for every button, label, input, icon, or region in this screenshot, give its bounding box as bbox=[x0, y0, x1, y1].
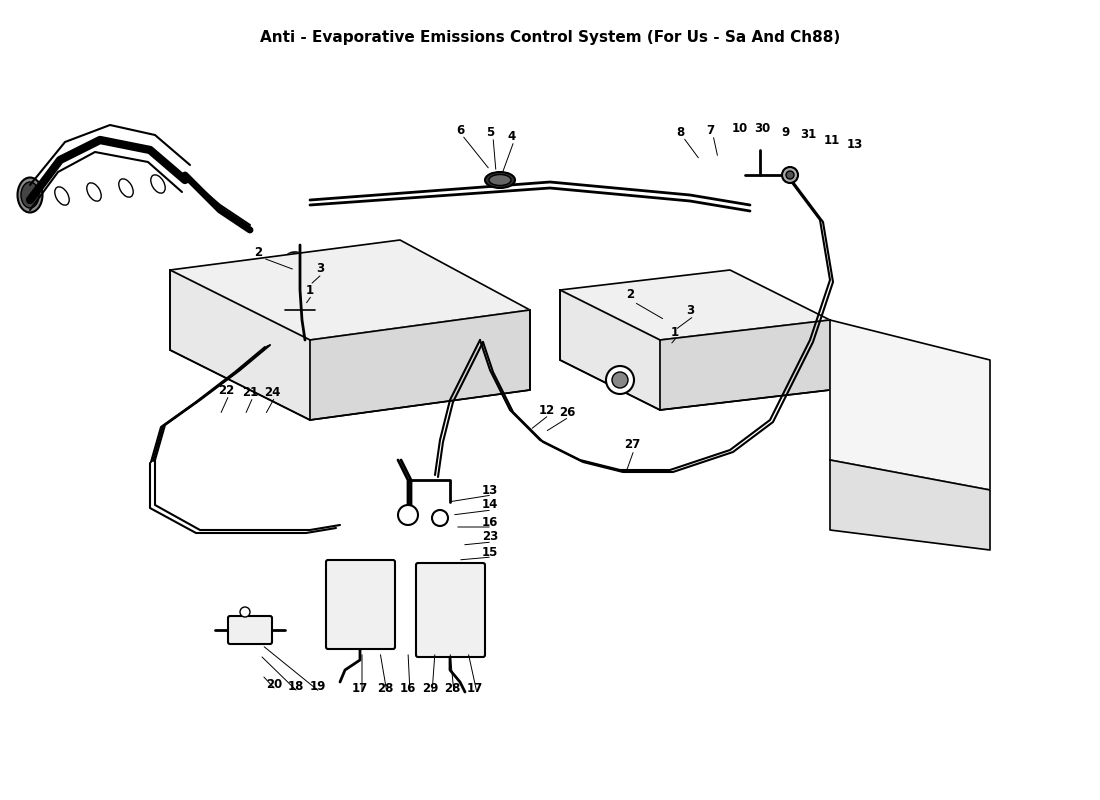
Text: 16: 16 bbox=[399, 682, 416, 694]
Text: 2: 2 bbox=[626, 289, 634, 302]
Text: 15: 15 bbox=[482, 546, 498, 558]
Text: 29: 29 bbox=[421, 682, 438, 694]
Text: 2: 2 bbox=[254, 246, 262, 258]
Text: 23: 23 bbox=[482, 530, 498, 543]
Circle shape bbox=[786, 171, 794, 179]
Ellipse shape bbox=[485, 172, 515, 188]
Ellipse shape bbox=[18, 178, 43, 213]
Text: 16: 16 bbox=[482, 515, 498, 529]
Text: 20: 20 bbox=[266, 678, 282, 691]
Text: 30: 30 bbox=[754, 122, 770, 134]
Text: Anti - Evaporative Emissions Control System (For Us - Sa And Ch88): Anti - Evaporative Emissions Control Sys… bbox=[260, 30, 840, 45]
Ellipse shape bbox=[21, 182, 38, 208]
Polygon shape bbox=[560, 290, 660, 410]
Text: 13: 13 bbox=[482, 483, 498, 497]
FancyBboxPatch shape bbox=[228, 616, 272, 644]
Polygon shape bbox=[830, 460, 990, 550]
Text: 1: 1 bbox=[671, 326, 679, 338]
Text: 14: 14 bbox=[482, 498, 498, 511]
FancyBboxPatch shape bbox=[416, 563, 485, 657]
FancyBboxPatch shape bbox=[326, 560, 395, 649]
Text: 19: 19 bbox=[310, 681, 327, 694]
Text: 3: 3 bbox=[316, 262, 324, 275]
Text: 26: 26 bbox=[559, 406, 575, 418]
Ellipse shape bbox=[490, 174, 512, 186]
Text: 24: 24 bbox=[264, 386, 280, 398]
Polygon shape bbox=[660, 320, 830, 410]
Text: 6: 6 bbox=[455, 123, 464, 137]
Circle shape bbox=[398, 505, 418, 525]
Text: 10: 10 bbox=[732, 122, 748, 134]
Text: 5: 5 bbox=[486, 126, 494, 138]
Polygon shape bbox=[170, 240, 530, 340]
Polygon shape bbox=[310, 310, 530, 420]
Polygon shape bbox=[170, 270, 310, 420]
Circle shape bbox=[612, 372, 628, 388]
Text: 27: 27 bbox=[624, 438, 640, 451]
Text: 13: 13 bbox=[847, 138, 864, 151]
Text: 4: 4 bbox=[508, 130, 516, 142]
Text: 9: 9 bbox=[781, 126, 789, 138]
Circle shape bbox=[782, 167, 797, 183]
Polygon shape bbox=[560, 270, 830, 340]
Text: 28: 28 bbox=[377, 682, 393, 694]
Text: 31: 31 bbox=[800, 129, 816, 142]
Text: 17: 17 bbox=[352, 682, 368, 694]
Circle shape bbox=[240, 607, 250, 617]
Text: 21: 21 bbox=[242, 386, 258, 398]
Text: 11: 11 bbox=[824, 134, 840, 146]
Circle shape bbox=[432, 510, 448, 526]
Text: 7: 7 bbox=[706, 123, 714, 137]
Text: 12: 12 bbox=[539, 403, 556, 417]
Text: 17: 17 bbox=[466, 682, 483, 694]
Text: 18: 18 bbox=[288, 681, 305, 694]
Circle shape bbox=[606, 366, 634, 394]
Text: 28: 28 bbox=[443, 682, 460, 694]
Text: 1: 1 bbox=[306, 283, 315, 297]
Text: 22: 22 bbox=[218, 383, 234, 397]
Polygon shape bbox=[830, 320, 990, 490]
Text: 8: 8 bbox=[675, 126, 684, 138]
Text: 3: 3 bbox=[686, 303, 694, 317]
